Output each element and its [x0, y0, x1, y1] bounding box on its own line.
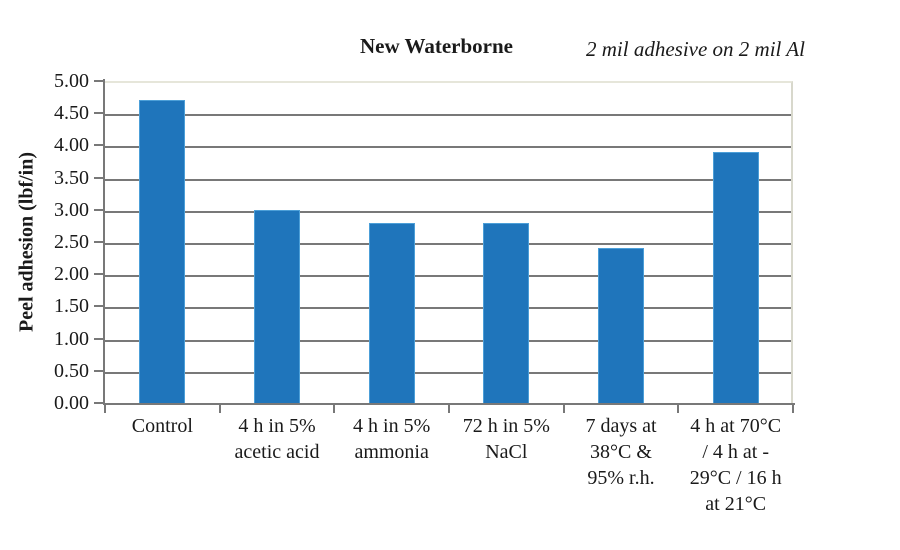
y-axis-tick-mark — [94, 176, 103, 179]
gridline — [105, 339, 791, 342]
y-axis-tick-label: 0.00 — [54, 392, 89, 414]
gridline — [105, 307, 791, 310]
y-axis-tick-mark — [94, 337, 103, 340]
y-axis-tick-label: 4.50 — [54, 102, 89, 125]
bar-6 — [712, 151, 759, 403]
bar-5 — [598, 248, 644, 403]
x-axis-category-label-line: 4 h at 70°C — [690, 415, 782, 437]
bar-4 — [483, 222, 530, 403]
y-axis-line — [103, 79, 105, 405]
y-axis-tick-mark — [94, 208, 103, 211]
x-axis-category-label-line: ammonia — [354, 441, 429, 463]
y-axis-tick-mark — [94, 402, 103, 404]
x-axis-category-label-line: 7 days at — [585, 415, 657, 437]
y-axis-tick-mark — [94, 241, 103, 243]
y-axis-tick-label: 4.00 — [54, 134, 89, 157]
y-axis-tick-mark — [94, 144, 103, 147]
gridline — [105, 371, 791, 374]
gridline — [105, 146, 791, 149]
x-axis-tick-mark — [562, 405, 565, 413]
y-axis-tick-mark — [94, 369, 103, 372]
bar-1 — [139, 100, 186, 403]
x-axis-category-label: 7 days at 38°C & 95% r.h. — [548, 413, 694, 491]
y-axis-tick-mark — [94, 305, 103, 308]
y-axis-tick-label: 3.50 — [54, 166, 89, 189]
x-axis-category-label: Control — [89, 413, 235, 439]
gridline — [105, 210, 791, 213]
x-axis-line — [103, 403, 795, 405]
x-axis-tick-mark — [677, 405, 680, 413]
x-axis-tick-mark — [448, 405, 450, 413]
x-axis-category-label-line: acetic acid — [234, 441, 320, 463]
x-axis-category-label-line: / 4 h at - — [702, 441, 769, 463]
x-axis-tick-mark — [104, 405, 106, 413]
x-axis-category-label-line: at 21°C — [705, 493, 767, 515]
x-axis-tick-mark — [792, 405, 794, 413]
y-axis-tick-label: 3.00 — [54, 198, 89, 221]
y-axis-tick-mark — [94, 80, 103, 82]
x-axis-category-label: 4 h in 5% ammonia — [319, 413, 465, 465]
gridline — [105, 114, 791, 117]
chart-title: New Waterborne — [360, 34, 513, 58]
y-axis-tick-label: 0.50 — [54, 359, 89, 382]
x-axis-category-label-line: Control — [131, 415, 193, 437]
chart-annotation: 2 mil adhesive on 2 mil Al — [586, 37, 805, 61]
y-axis-tick-mark — [94, 273, 103, 276]
y-axis-tick-mark — [94, 112, 103, 115]
x-axis-category-label-line: NaCl — [485, 441, 528, 463]
x-axis-category-label-line: 4 h in 5% — [353, 415, 431, 437]
x-axis-category-label: 4 h in 5% acetic acid — [204, 413, 350, 465]
x-axis-category-label-line: 38°C & — [590, 441, 652, 463]
y-axis-title: Peel adhesion (lbf/in) — [15, 151, 38, 333]
bar-3 — [368, 222, 415, 403]
y-axis-tick-label: 1.50 — [54, 295, 89, 318]
plot-area — [105, 81, 793, 403]
x-axis-category-label: 72 h in 5% NaCl — [433, 413, 579, 465]
gridline — [105, 178, 791, 181]
x-axis-category-label-line: 95% r.h. — [587, 467, 655, 489]
gridline — [105, 243, 791, 245]
x-axis-category-label-line: 4 h in 5% — [238, 415, 316, 437]
x-axis-category-label-line: 72 h in 5% — [462, 415, 550, 437]
gridline — [105, 275, 791, 278]
y-axis-tick-label: 2.50 — [54, 231, 89, 253]
x-axis-tick-mark — [333, 405, 336, 413]
x-axis-category-label: 4 h at 70°C / 4 h at - 29°C / 16 h at 21°C — [663, 413, 809, 517]
x-axis-category-label-line: 29°C / 16 h — [689, 467, 782, 489]
y-axis-tick-label: 2.00 — [54, 263, 89, 286]
x-axis-tick-mark — [218, 405, 221, 413]
bar-2 — [254, 209, 300, 403]
y-axis-tick-label: 5.00 — [54, 70, 89, 92]
y-axis-tick-label: 1.00 — [54, 327, 89, 350]
